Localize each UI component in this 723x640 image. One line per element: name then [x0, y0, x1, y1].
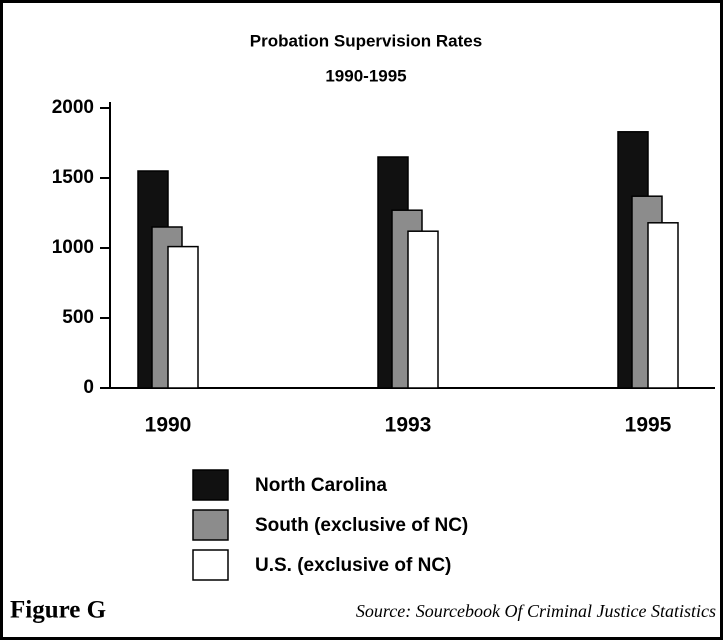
legend-swatch [192, 469, 229, 501]
y-tick-label: 0 [83, 377, 94, 398]
chart-title: Probation Supervision Rates [250, 31, 482, 50]
figure-label: Figure G [10, 597, 106, 624]
bar [407, 230, 439, 389]
bar [167, 245, 199, 389]
x-tick-label: 1993 [385, 414, 432, 437]
chart-subtitle: 1990-1995 [325, 66, 406, 85]
y-tick-label: 500 [62, 307, 94, 328]
y-tick-label: 1000 [52, 237, 94, 258]
legend-swatch [192, 549, 229, 581]
legend-label: U.S. (exclusive of NC) [255, 555, 451, 576]
bar [647, 222, 679, 389]
y-tick-label: 2000 [52, 97, 94, 118]
legend-swatch [192, 509, 229, 541]
x-tick-label: 1995 [625, 414, 672, 437]
legend-label: North Carolina [255, 475, 387, 496]
source: Source: Sourcebook Of Criminal Justice S… [356, 601, 716, 621]
legend-label: South (exclusive of NC) [255, 515, 468, 536]
x-tick-label: 1990 [145, 414, 192, 437]
y-tick-label: 1500 [52, 167, 94, 188]
